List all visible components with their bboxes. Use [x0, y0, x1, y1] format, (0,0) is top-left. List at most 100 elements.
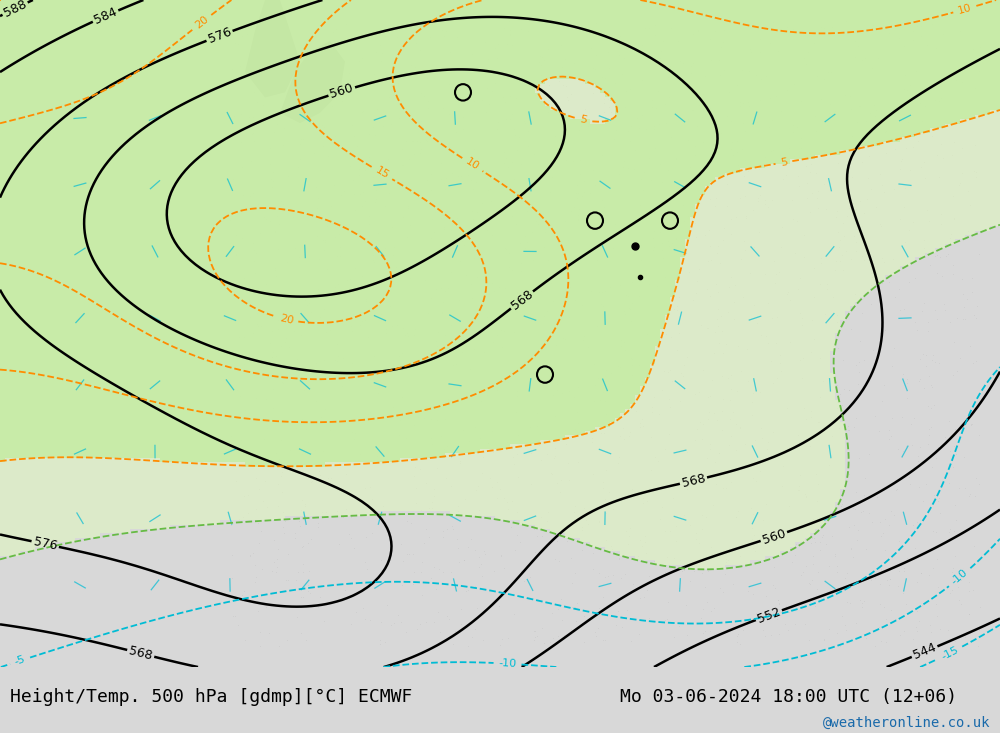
Point	[757, 630, 773, 641]
Point	[647, 51, 663, 63]
Point	[533, 59, 549, 70]
Point	[308, 357, 324, 369]
Point	[957, 631, 973, 643]
Point	[507, 129, 523, 141]
Point	[807, 536, 823, 548]
Point	[486, 285, 502, 297]
Point	[714, 325, 730, 337]
Point	[923, 421, 939, 433]
Point	[658, 328, 674, 339]
Point	[945, 369, 961, 381]
Point	[473, 284, 489, 296]
Point	[589, 254, 605, 266]
Point	[467, 580, 483, 592]
Point	[449, 213, 465, 224]
Point	[613, 340, 629, 352]
Point	[423, 432, 439, 444]
Point	[732, 100, 748, 112]
Point	[366, 350, 382, 361]
Point	[617, 345, 633, 356]
Point	[972, 41, 988, 53]
Point	[475, 292, 491, 303]
Point	[271, 453, 287, 465]
Point	[361, 151, 377, 163]
Point	[349, 140, 365, 152]
Point	[938, 250, 954, 262]
Point	[344, 357, 360, 369]
Point	[291, 251, 307, 263]
Point	[835, 354, 851, 366]
Point	[452, 255, 468, 267]
Point	[942, 445, 958, 457]
Point	[945, 268, 961, 279]
Point	[433, 212, 449, 224]
Point	[246, 135, 262, 147]
Point	[744, 409, 760, 421]
Point	[956, 451, 972, 463]
Point	[426, 226, 442, 237]
Point	[434, 306, 450, 318]
Point	[504, 496, 520, 507]
Point	[383, 84, 399, 95]
Point	[755, 514, 771, 526]
Point	[846, 230, 862, 242]
Point	[962, 488, 978, 500]
Point	[273, 470, 289, 482]
Point	[551, 75, 567, 86]
Point	[338, 468, 354, 480]
Point	[821, 108, 837, 119]
Point	[894, 96, 910, 108]
Point	[504, 39, 520, 51]
Point	[892, 213, 908, 225]
Point	[316, 244, 332, 256]
Point	[306, 43, 322, 54]
Point	[577, 103, 593, 114]
Point	[564, 602, 580, 614]
Point	[611, 553, 627, 564]
Point	[536, 241, 552, 253]
Point	[952, 65, 968, 76]
Point	[873, 635, 889, 647]
Point	[705, 499, 721, 511]
Point	[863, 183, 879, 195]
Point	[438, 472, 454, 484]
Point	[447, 625, 463, 637]
Point	[621, 531, 637, 542]
Point	[891, 535, 907, 547]
Point	[806, 149, 822, 161]
Point	[381, 188, 397, 199]
Point	[291, 515, 307, 527]
Point	[418, 133, 434, 145]
Point	[501, 247, 517, 259]
Point	[287, 528, 303, 539]
Point	[477, 37, 493, 48]
Point	[297, 500, 313, 512]
Point	[317, 235, 333, 246]
Point	[295, 559, 311, 570]
Point	[876, 379, 892, 391]
Point	[716, 24, 732, 36]
Point	[331, 457, 347, 469]
Point	[825, 291, 841, 303]
Point	[371, 117, 387, 128]
Point	[290, 81, 306, 92]
Point	[346, 130, 362, 141]
Point	[646, 225, 662, 237]
Point	[818, 203, 834, 215]
Point	[803, 405, 819, 417]
Point	[636, 166, 652, 177]
Point	[258, 601, 274, 613]
Point	[862, 107, 878, 119]
Point	[449, 534, 465, 545]
Point	[252, 226, 268, 238]
Point	[952, 177, 968, 188]
Point	[909, 21, 925, 32]
Point	[745, 387, 761, 399]
Point	[892, 629, 908, 641]
Point	[952, 26, 968, 37]
Point	[687, 217, 703, 229]
Point	[512, 237, 528, 248]
Point	[327, 354, 343, 366]
Point	[322, 67, 338, 78]
Point	[588, 18, 604, 29]
